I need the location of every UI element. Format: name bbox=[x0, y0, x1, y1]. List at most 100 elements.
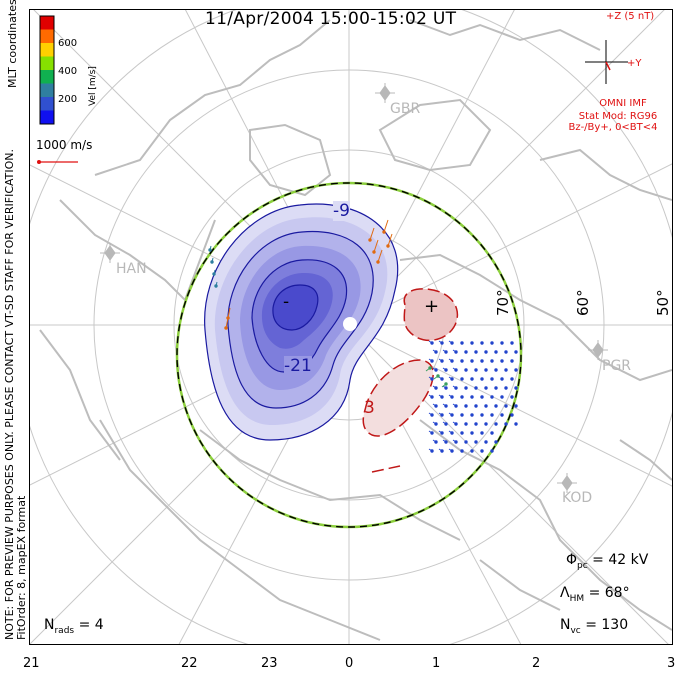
vector-point bbox=[490, 431, 494, 435]
colorbar-segment bbox=[40, 43, 54, 57]
vector-point bbox=[500, 359, 504, 363]
vector-point bbox=[494, 350, 498, 354]
vector-stem bbox=[442, 403, 447, 407]
colorbar-segment bbox=[40, 29, 54, 43]
vector-point bbox=[494, 404, 498, 408]
colorbar-outline bbox=[39, 15, 55, 125]
vector-stem bbox=[373, 239, 379, 253]
vector-point bbox=[470, 431, 474, 435]
vector-stem bbox=[438, 394, 443, 398]
vector-scale-label: 1000 m/s bbox=[36, 138, 93, 152]
vector-stem bbox=[225, 317, 229, 329]
vector-point bbox=[500, 395, 504, 399]
vector-stem bbox=[452, 367, 457, 371]
mlt-tick-23: 23 bbox=[261, 656, 278, 671]
positive-cell-fill bbox=[363, 288, 458, 436]
vector-point bbox=[490, 395, 494, 399]
vector-point bbox=[500, 377, 504, 381]
station-markers bbox=[100, 83, 608, 493]
vector-point bbox=[470, 359, 474, 363]
station-han: HAN bbox=[116, 261, 147, 277]
pole-marker bbox=[343, 317, 357, 331]
station-gbr: GBR bbox=[390, 101, 421, 117]
vector-point bbox=[510, 359, 514, 363]
vector-point bbox=[480, 395, 484, 399]
imf-scale-label: +Z (5 nT) bbox=[606, 11, 655, 22]
vector-stem bbox=[428, 394, 433, 398]
vector-point bbox=[514, 368, 518, 372]
mlt-tick-22: 22 bbox=[181, 656, 198, 671]
colorbar-segment bbox=[40, 16, 54, 30]
vector-stem bbox=[211, 257, 214, 263]
vector-stem bbox=[448, 430, 453, 434]
vector-stem bbox=[448, 376, 453, 380]
vector-point bbox=[484, 386, 488, 390]
vector-point bbox=[510, 341, 514, 345]
vector-point bbox=[494, 422, 498, 426]
vector-point bbox=[470, 341, 474, 345]
vector-point bbox=[494, 386, 498, 390]
vector-point bbox=[500, 341, 504, 345]
lat-label-60: 60° bbox=[574, 289, 592, 316]
vector-stem bbox=[442, 421, 447, 425]
vector-point bbox=[474, 368, 478, 372]
vector-stem bbox=[432, 349, 437, 353]
vector-stem bbox=[227, 307, 231, 319]
vector-stem bbox=[425, 367, 431, 372]
vector-stem bbox=[428, 448, 433, 452]
vector-stem bbox=[387, 233, 393, 247]
lat-label-70: 70° bbox=[494, 289, 512, 316]
vector-stem bbox=[448, 412, 453, 416]
vector-stem bbox=[452, 403, 457, 407]
vector-stem bbox=[448, 448, 453, 452]
contour-label-minimum: - bbox=[283, 292, 290, 312]
imf-model: Stat Mod: RG96 bbox=[578, 111, 658, 122]
vector-point bbox=[460, 431, 464, 435]
velocity-colorbar bbox=[39, 15, 55, 125]
vector-stem bbox=[448, 394, 453, 398]
vector-stem bbox=[448, 340, 453, 344]
vector-stem bbox=[452, 439, 457, 443]
vector-point bbox=[464, 350, 468, 354]
vector-stem bbox=[377, 249, 383, 263]
vector-stem bbox=[428, 412, 433, 416]
vector-stem bbox=[452, 421, 457, 425]
vector-point bbox=[494, 440, 498, 444]
vector-stem bbox=[438, 376, 443, 380]
vector-stem bbox=[438, 430, 443, 434]
map-title: 11/Apr/2004 15:00-15:02 UT bbox=[205, 9, 457, 29]
vector-point bbox=[490, 377, 494, 381]
vector-point bbox=[460, 359, 464, 363]
vector-point bbox=[464, 404, 468, 408]
vector-stem bbox=[215, 281, 218, 287]
vector-stem bbox=[209, 245, 212, 251]
vector-point bbox=[484, 404, 488, 408]
station-pgr: PGR bbox=[602, 358, 632, 374]
vector-stem bbox=[369, 227, 375, 241]
heppner-maynard-boundary bbox=[175, 181, 523, 529]
vector-point bbox=[484, 422, 488, 426]
vector-point bbox=[460, 449, 464, 453]
vector-point bbox=[490, 449, 494, 453]
vector-point bbox=[490, 341, 494, 345]
vector-stem bbox=[432, 385, 437, 389]
vector-point bbox=[514, 404, 518, 408]
vector-stem bbox=[438, 448, 443, 452]
vector-stem bbox=[432, 421, 437, 425]
vector-stem bbox=[452, 385, 457, 389]
vector-point bbox=[464, 422, 468, 426]
vector-stem bbox=[438, 412, 443, 416]
vector-point bbox=[474, 386, 478, 390]
vector-point bbox=[510, 413, 514, 417]
mlt-tick-1: 1 bbox=[432, 656, 441, 671]
positive-contours bbox=[362, 288, 459, 473]
vector-point bbox=[480, 377, 484, 381]
vector-count: Nvc = 130 bbox=[560, 617, 629, 636]
vector-point bbox=[464, 440, 468, 444]
vector-stem bbox=[452, 349, 457, 353]
vector-point bbox=[474, 422, 478, 426]
vector-stem bbox=[432, 439, 437, 443]
colorbar-tick-600: 600 bbox=[58, 38, 78, 49]
colorbar-segment bbox=[40, 56, 54, 70]
